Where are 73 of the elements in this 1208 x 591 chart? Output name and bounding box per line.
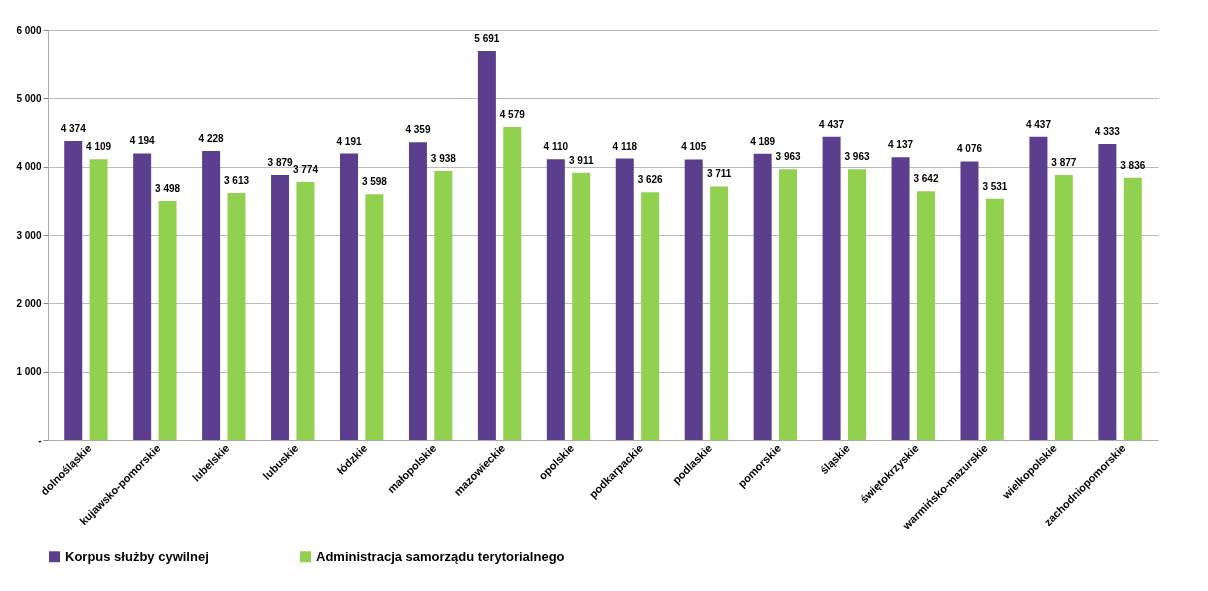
data-label: 4 437 [1025,118,1052,130]
data-label: 3 613 [223,175,250,187]
data-label: 4 137 [888,139,914,151]
y-tick-label: - [38,434,42,446]
bar [615,158,634,440]
bar [1029,136,1048,440]
data-label: 4 359 [405,124,431,136]
data-label: 4 076 [956,143,983,155]
bar [572,172,591,440]
bar [64,141,83,440]
y-tick-label: 4 000 [16,161,42,173]
legend-label: Administracja samorządu terytorialnego [316,548,565,564]
bar [960,161,979,440]
bar [710,186,729,440]
bar [227,193,246,440]
data-label: 4 194 [129,135,156,147]
legend-label: Korpus służby cywilnej [65,548,209,564]
data-label: 4 228 [198,133,225,145]
bar [1098,143,1117,440]
bar [916,191,935,440]
data-label: 3 877 [1051,157,1077,169]
data-label: 3 963 [844,151,870,163]
y-tick-label: 2 000 [16,297,42,309]
data-label: 3 531 [982,180,1008,192]
data-label: 5 691 [474,33,500,45]
data-label: 3 938 [430,152,457,164]
bar [779,169,798,440]
bar [296,182,315,440]
bar [848,169,866,440]
data-label: 4 110 [543,141,569,153]
data-label: 4 189 [750,135,776,147]
data-label: 3 836 [1120,159,1146,171]
data-label: 3 711 [706,168,732,180]
bar [408,142,427,440]
bar [202,151,221,440]
data-label: 3 498 [155,182,181,194]
data-label: 3 598 [361,176,388,188]
bar [133,153,152,440]
bar [684,159,703,440]
bar [503,127,522,440]
bar [340,153,358,440]
bar [365,194,384,440]
data-label: 4 374 [60,123,87,135]
data-label: 3 911 [568,154,594,166]
bar [1123,177,1142,440]
data-label: 4 109 [86,141,112,153]
data-label: 3 642 [913,173,939,185]
bar [1054,175,1073,440]
bar [477,51,496,440]
bar [271,174,290,440]
bar [891,157,910,440]
bar [89,159,108,440]
data-label: 4 191 [336,135,362,147]
y-tick-label: 6 000 [16,24,42,36]
bar [641,192,660,440]
data-label: 4 333 [1094,125,1121,137]
bar [985,198,1004,440]
y-tick-label: 5 000 [16,92,42,104]
bar [546,159,565,440]
data-label: 3 774 [292,164,319,176]
data-label: 4 105 [681,141,707,153]
bar [434,170,453,440]
data-label: 4 579 [499,109,526,121]
data-label: 3 879 [267,156,293,168]
y-tick-label: 3 000 [16,229,42,241]
data-label: 4 118 [612,140,638,152]
data-label: 3 626 [637,174,664,186]
y-tick-label: 1 000 [16,366,42,378]
data-label: 3 963 [775,151,802,163]
bar [753,153,772,440]
bar [822,136,841,440]
bar [158,200,177,440]
data-label: 4 437 [819,118,845,130]
